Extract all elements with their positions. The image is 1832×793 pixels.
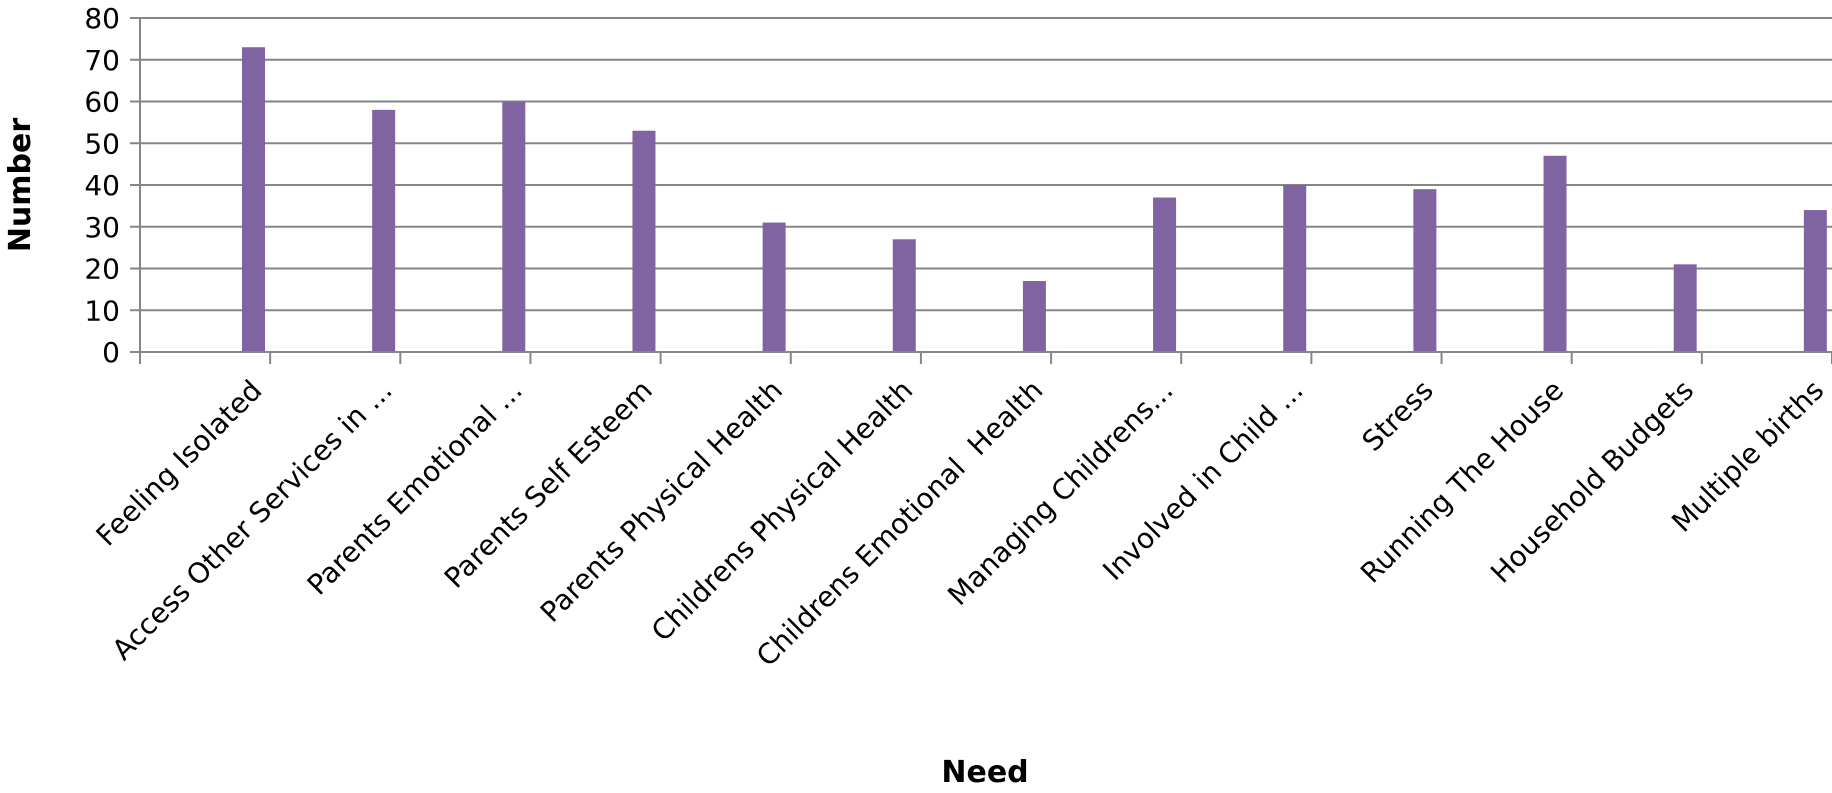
category-label: Stress (1356, 374, 1440, 458)
bar (1803, 210, 1827, 352)
y-tick-label: 70 (84, 44, 120, 77)
x-axis-ticks (139, 352, 1832, 364)
bar (632, 130, 656, 352)
bar (762, 222, 786, 352)
bars (242, 47, 1827, 352)
bar (1283, 185, 1307, 352)
category-label: Childrens Emotional Health (750, 374, 1049, 673)
gridlines (140, 17, 1832, 312)
y-tick-label: 20 (84, 253, 120, 286)
bar (1673, 264, 1697, 352)
bar (372, 109, 396, 352)
bar (1413, 189, 1437, 352)
bar (502, 101, 526, 352)
category-label: Managing Childrens... (941, 374, 1179, 612)
bar (1022, 281, 1046, 352)
y-tick-label: 60 (84, 86, 120, 119)
bar (242, 47, 265, 352)
y-axis-title: Number (3, 118, 38, 253)
y-tick-label: 80 (84, 2, 120, 35)
bar (1543, 155, 1567, 352)
category-label: Access Other Services in ... (106, 374, 399, 667)
bar (1153, 197, 1177, 352)
y-tick-label: 40 (84, 169, 120, 202)
y-tick-label: 10 (84, 294, 120, 327)
y-tick-label: 50 (84, 127, 120, 160)
category-label: Parents Emotional ... (301, 374, 529, 602)
category-label: Childrens Physical Health (645, 374, 919, 648)
bar (892, 239, 916, 352)
x-axis-title: Need (941, 755, 1028, 790)
y-tick-label: 30 (84, 211, 120, 244)
y-tick-label: 0 (102, 336, 120, 369)
category-label: Parents Physical Health (534, 374, 789, 629)
y-axis-ticks: 0 10 20 30 40 50 60 70 80 (84, 2, 140, 369)
